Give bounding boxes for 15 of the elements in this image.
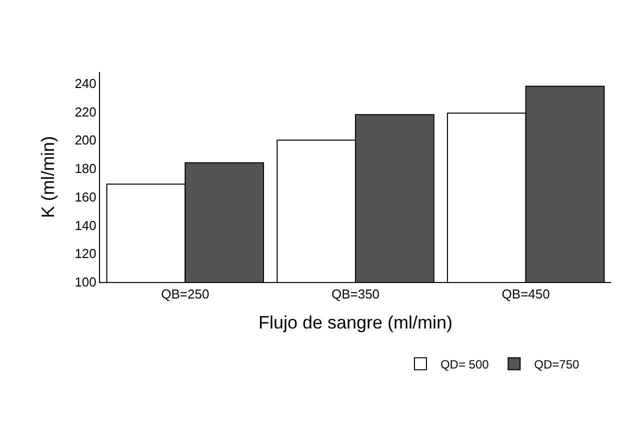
y-axis-title: K (ml/min) (38, 136, 58, 218)
legend-label: QD= 500 (440, 357, 490, 372)
y-tick-label: 220 (74, 104, 96, 120)
y-tick-label: 160 (74, 189, 96, 204)
y-tick-label: 140 (74, 218, 96, 233)
legend-label: QD=750 (534, 357, 580, 372)
y-tick-label: 200 (74, 132, 96, 148)
x-tick-label: QB=350 (331, 286, 380, 302)
y-tick-label: 100 (74, 274, 96, 290)
x-tick-label: QB=250 (161, 286, 210, 302)
x-axis-title: Flujo de sangre (ml/min) (258, 312, 453, 333)
y-tick-label: 180 (74, 161, 96, 176)
y-tick-label: 120 (74, 246, 96, 262)
y-tick-label: 240 (74, 76, 96, 91)
x-tick-label: QB=450 (502, 286, 550, 302)
